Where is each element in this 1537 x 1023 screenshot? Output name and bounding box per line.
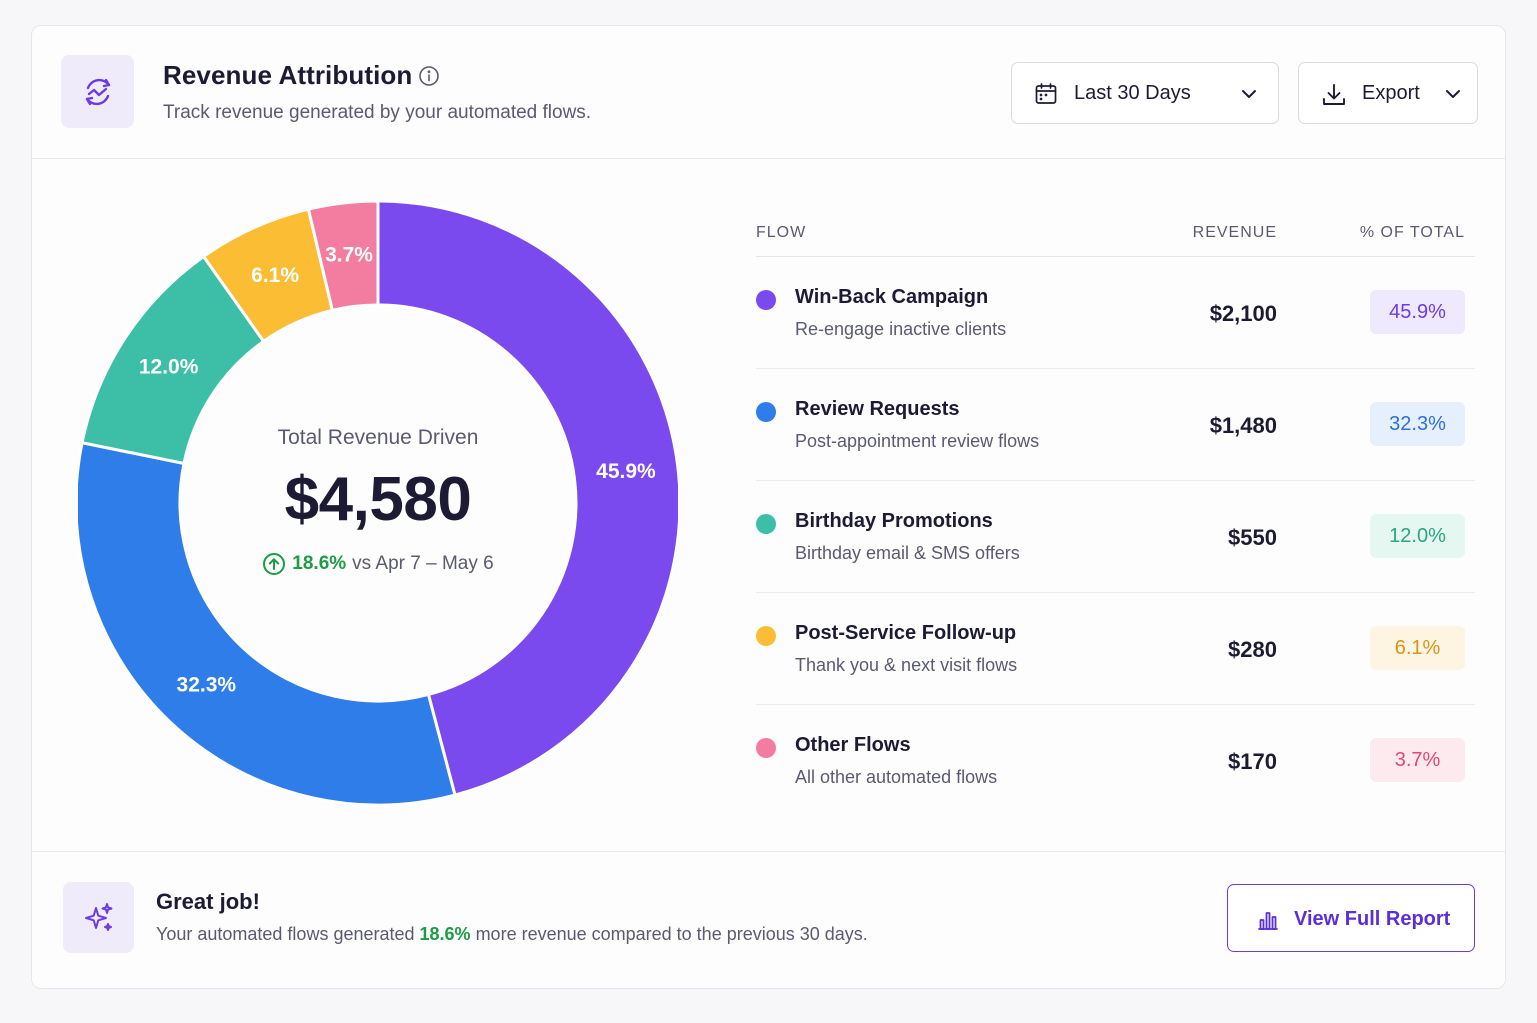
flow-revenue: $1,480: [1209, 413, 1277, 438]
flow-revenue: $2,100: [1209, 301, 1277, 326]
series-dot: [756, 402, 776, 422]
flow-percent-badge: 6.1%: [1370, 626, 1465, 670]
flow-percent-badge: 12.0%: [1370, 514, 1465, 558]
revenue-attribution-card: Revenue Attribution Track revenue genera…: [31, 25, 1506, 989]
flow-name: Win-Back Campaign: [795, 286, 989, 308]
card-header: Revenue Attribution Track revenue genera…: [32, 26, 1505, 159]
insight-highlight: 18.6%: [419, 924, 471, 944]
bar-chart-icon: [1258, 912, 1278, 930]
table-row[interactable]: Win-Back Campaign Re-engage inactive cli…: [756, 257, 1475, 369]
column-header-flow: FLOW: [756, 224, 807, 241]
flow-name: Post-Service Follow-up: [795, 622, 1017, 644]
table-row[interactable]: Post-Service Follow-up Thank you & next …: [756, 593, 1475, 705]
flow-description: Thank you & next visit flows: [795, 655, 1018, 675]
flow-description: Birthday email & SMS offers: [795, 543, 1020, 563]
flow-name: Review Requests: [795, 398, 960, 420]
insight-footer: Great job! Your automated flows generate…: [32, 851, 1505, 988]
flow-description: Re-engage inactive clients: [795, 319, 1007, 339]
revenue-donut-chart: 45.9% 32.3% 12.0% 6.1% 3.7%: [78, 199, 678, 807]
table-row[interactable]: Other Flows All other automated flows $1…: [756, 705, 1475, 817]
delta-percent: 18.6%: [292, 553, 347, 574]
series-dot: [756, 738, 776, 758]
sparkles-icon: [63, 882, 134, 953]
flow-revenue: $280: [1228, 637, 1277, 662]
calendar-icon: [1035, 83, 1057, 104]
date-range-label: Last 30 Days: [1074, 82, 1191, 104]
column-header-pct: % OF TOTAL: [1359, 224, 1465, 241]
date-range-dropdown[interactable]: Last 30 Days: [1011, 62, 1279, 124]
insight-title: Great job!: [156, 889, 260, 914]
flow-description: Post-appointment review flows: [795, 431, 1040, 451]
donut-center-title: Total Revenue Driven: [277, 426, 479, 449]
delta-period: vs Apr 7 – May 6: [352, 553, 494, 574]
column-header-revenue: REVENUE: [1192, 224, 1277, 241]
table-row[interactable]: Review Requests Post-appointment review …: [756, 369, 1475, 481]
arrow-up-circle-icon: [263, 553, 286, 575]
flow-percent-badge: 3.7%: [1370, 738, 1465, 782]
export-button[interactable]: Export: [1298, 62, 1478, 124]
flow-revenue: $170: [1228, 749, 1277, 774]
insight-text-before: Your automated flows generated: [156, 924, 420, 944]
flow-name: Other Flows: [795, 734, 911, 756]
chevron-down-icon: [1242, 90, 1256, 98]
revenue-delta: 18.6% vs Apr 7 – May 6: [78, 552, 678, 576]
flow-percent-badge: 45.9%: [1370, 290, 1465, 334]
table-row[interactable]: Birthday Promotions Birthday email & SMS…: [756, 481, 1475, 593]
download-icon: [1323, 84, 1345, 105]
view-full-report-button[interactable]: View Full Report: [1227, 884, 1475, 952]
donut-slice[interactable]: [306, 199, 380, 313]
page-title: Revenue Attribution: [163, 60, 413, 90]
donut-slice-label: 12.0%: [139, 355, 199, 378]
series-dot: [756, 514, 776, 534]
info-icon[interactable]: [418, 65, 440, 87]
chevron-down-icon: [1446, 90, 1460, 98]
flow-percent-badge: 32.3%: [1370, 402, 1465, 446]
view-full-report-label: View Full Report: [1294, 908, 1451, 930]
donut-slice[interactable]: [78, 440, 457, 807]
export-label: Export: [1362, 82, 1420, 104]
insight-text: Your automated flows generated 18.6% mor…: [156, 924, 868, 945]
insight-text-after: more revenue compared to the previous 30…: [470, 924, 868, 944]
header-divider: [756, 256, 1475, 257]
donut-slice-label: 6.1%: [251, 264, 299, 287]
total-revenue-value: $4,580: [284, 465, 472, 534]
flow-revenue: $550: [1228, 525, 1277, 550]
donut-slice-label: 3.7%: [325, 244, 373, 267]
donut-slice[interactable]: [376, 199, 678, 797]
series-dot: [756, 626, 776, 646]
donut-slice-label: 32.3%: [177, 674, 237, 697]
series-dot: [756, 290, 776, 310]
donut-slice-label: 45.9%: [596, 460, 656, 483]
revenue-trend-icon: [61, 55, 134, 128]
flow-description: All other automated flows: [795, 767, 998, 787]
flow-name: Birthday Promotions: [795, 510, 993, 532]
page-subtitle: Track revenue generated by your automate…: [163, 102, 592, 123]
